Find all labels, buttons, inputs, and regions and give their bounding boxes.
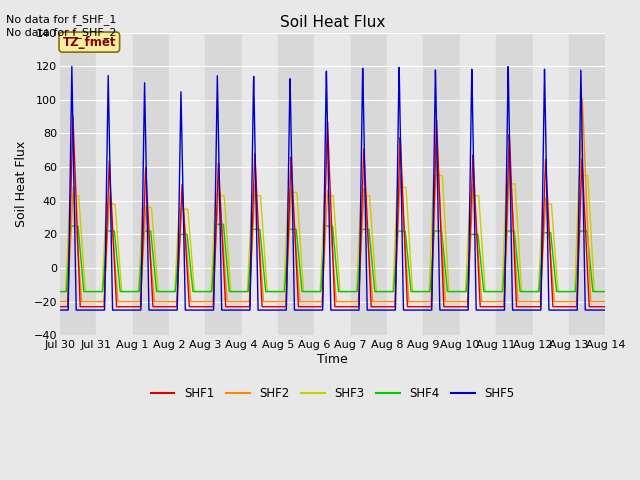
Legend: SHF1, SHF2, SHF3, SHF4, SHF5: SHF1, SHF2, SHF3, SHF4, SHF5 — [146, 383, 519, 405]
Bar — [496, 33, 532, 336]
Bar — [169, 33, 205, 336]
Bar — [460, 33, 496, 336]
Text: TZ_fmet: TZ_fmet — [63, 36, 116, 48]
Bar — [387, 33, 424, 336]
Bar — [205, 33, 242, 336]
Bar — [314, 33, 351, 336]
Y-axis label: Soil Heat Flux: Soil Heat Flux — [15, 141, 28, 227]
Bar — [96, 33, 132, 336]
Title: Soil Heat Flux: Soil Heat Flux — [280, 15, 385, 30]
Bar — [532, 33, 569, 336]
Bar — [60, 33, 96, 336]
Bar — [569, 33, 605, 336]
X-axis label: Time: Time — [317, 353, 348, 366]
Bar — [132, 33, 169, 336]
Bar — [351, 33, 387, 336]
Bar — [278, 33, 314, 336]
Bar — [424, 33, 460, 336]
Text: No data for f_SHF_1
No data for f_SHF_2: No data for f_SHF_1 No data for f_SHF_2 — [6, 14, 117, 38]
Bar — [242, 33, 278, 336]
